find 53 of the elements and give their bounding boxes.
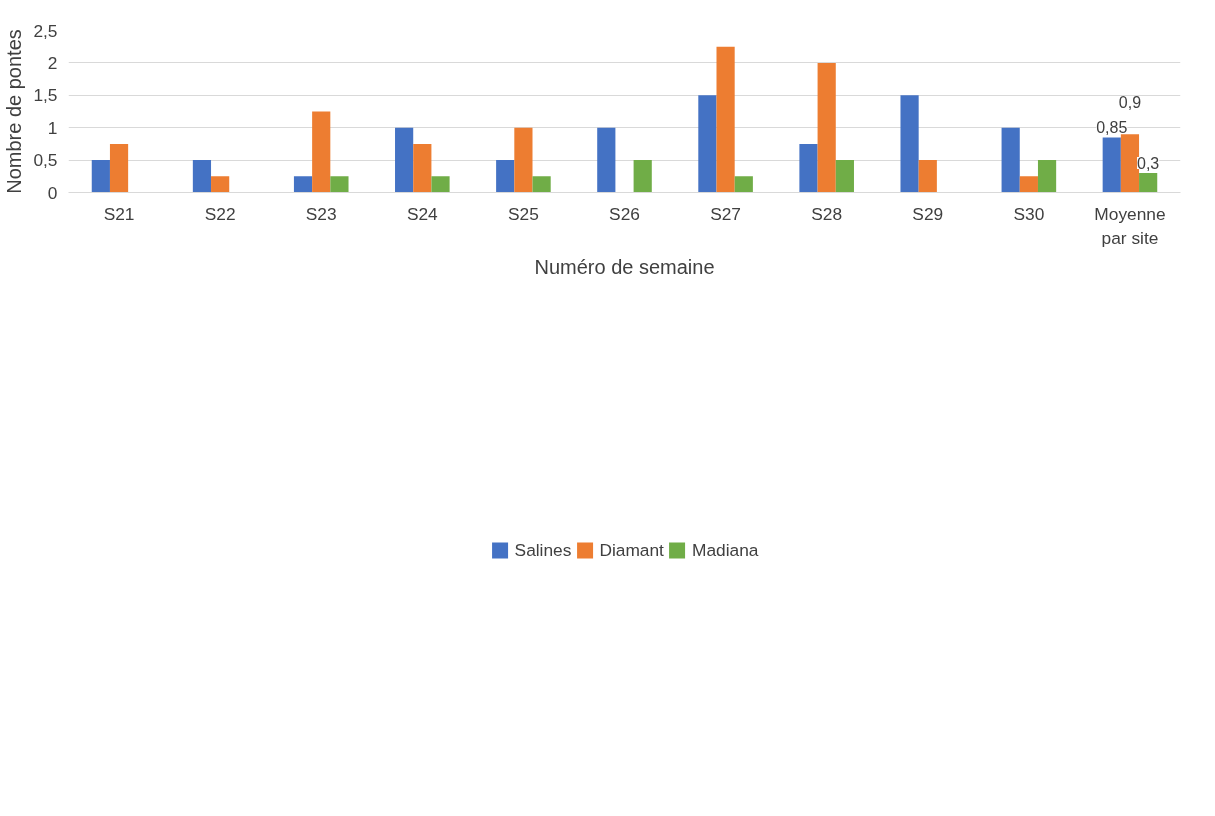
bar bbox=[799, 143, 818, 193]
x-tick-label: S28 bbox=[811, 203, 843, 224]
x-tick-label: S22 bbox=[204, 203, 236, 224]
x-tick-label: S30 bbox=[1013, 203, 1045, 224]
x-axis-title: Numéro de semaine bbox=[534, 255, 715, 278]
bar bbox=[293, 176, 313, 193]
bar bbox=[1001, 127, 1020, 193]
x-tick-label: S27 bbox=[710, 203, 742, 224]
bar bbox=[835, 160, 854, 193]
bar bbox=[312, 111, 331, 193]
data-label: 0,3 bbox=[1137, 155, 1160, 173]
y-tick-label: 1 bbox=[47, 117, 58, 138]
x-tick-label: S23 bbox=[305, 203, 337, 224]
bar bbox=[597, 127, 616, 193]
legend-label: Diamant bbox=[599, 539, 664, 561]
y-axis-title: Nombre de pontes bbox=[3, 29, 26, 194]
bar bbox=[633, 160, 652, 193]
x-tick-label: S24 bbox=[406, 203, 439, 224]
bar bbox=[91, 160, 110, 193]
x-tick-label: Moyenne par site bbox=[1094, 203, 1166, 248]
legend-label: Salines bbox=[514, 539, 572, 561]
bar bbox=[900, 95, 919, 193]
x-tick-label: S29 bbox=[912, 203, 944, 224]
bar bbox=[1102, 137, 1121, 193]
bar bbox=[431, 176, 450, 193]
bar bbox=[395, 127, 414, 193]
bar bbox=[1037, 160, 1057, 193]
bar bbox=[496, 160, 515, 193]
bar bbox=[532, 176, 551, 193]
bar bbox=[330, 176, 349, 193]
bar bbox=[192, 160, 212, 193]
bar bbox=[716, 46, 735, 193]
y-tick-label: 0,5 bbox=[33, 150, 58, 171]
bar bbox=[211, 176, 230, 193]
y-tick-label: 2,5 bbox=[33, 20, 58, 41]
y-tick-label: 1,5 bbox=[33, 85, 58, 106]
bar bbox=[109, 143, 129, 193]
x-tick-label: S25 bbox=[507, 203, 539, 224]
bar bbox=[734, 176, 753, 193]
bar bbox=[817, 62, 836, 193]
legend-label: Madiana bbox=[691, 539, 759, 561]
y-tick-label: 0 bbox=[47, 182, 58, 203]
data-label: 0,9 bbox=[1118, 94, 1142, 112]
x-tick-label: S26 bbox=[609, 203, 640, 224]
y-tick-label: 2 bbox=[47, 52, 58, 73]
bar bbox=[514, 127, 533, 193]
data-label: 0,85 bbox=[1096, 119, 1128, 137]
bar bbox=[1019, 176, 1038, 193]
bar bbox=[413, 143, 432, 193]
bar bbox=[1139, 173, 1158, 193]
bar bbox=[918, 160, 937, 193]
bar bbox=[698, 95, 717, 193]
x-tick-label: S21 bbox=[103, 203, 135, 224]
